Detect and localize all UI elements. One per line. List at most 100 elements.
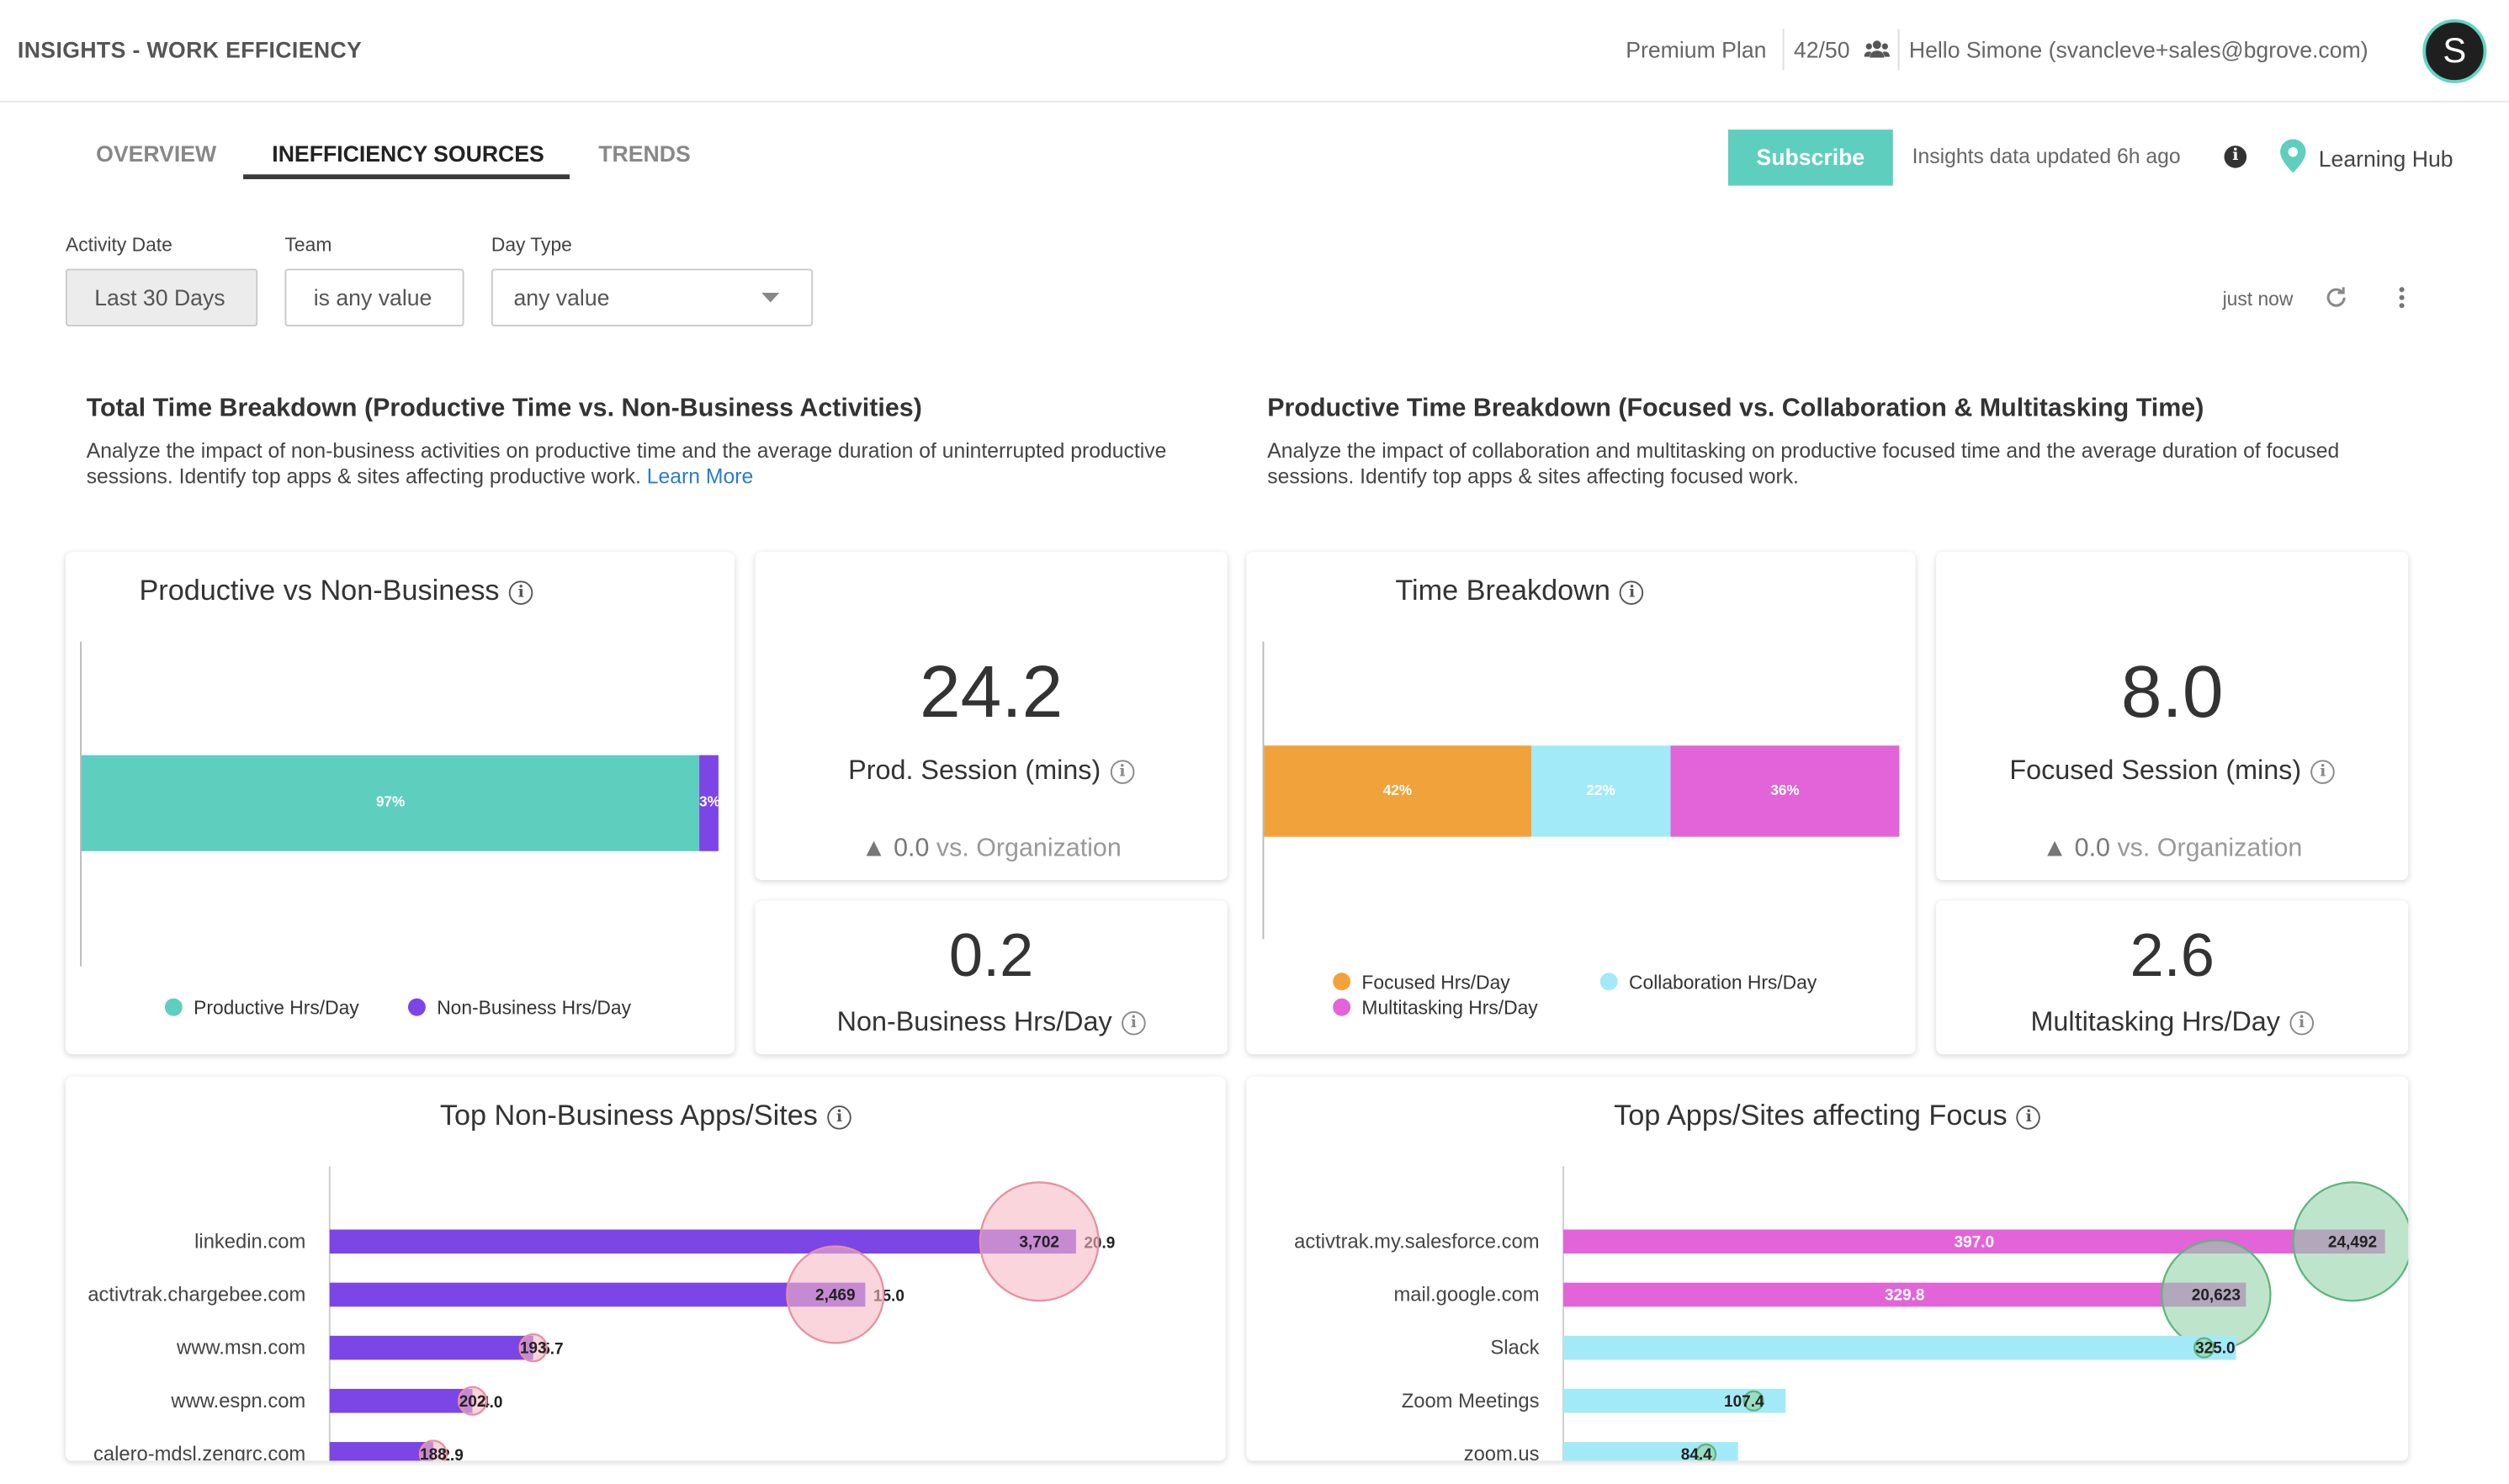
category-label: mail.google.com — [1393, 1284, 1539, 1306]
card-title-text: Top Non-Business Apps/Sites — [439, 1099, 818, 1132]
legend-label: Multitasking Hrs/Day — [1361, 996, 1538, 1020]
activity-date-filter[interactable]: Last 30 Days — [65, 268, 258, 326]
stacked-bar-segment[interactable]: 22% — [1530, 745, 1671, 837]
time-breakdown-card: Time Breakdown i 42% 22% 36% Focused Hrs/Da… — [1246, 552, 1916, 1055]
multitasking-card: 2.6 Multitasking Hrs/Day i — [1936, 900, 2409, 1055]
non-business-value: 0.2 — [948, 923, 1034, 991]
category-label: activtrak.my.salesforce.com — [1294, 1230, 1539, 1253]
bar-value-label: 329.8 — [1885, 1287, 1925, 1305]
bubble-label: 188 — [420, 1446, 447, 1460]
app-title: INSIGHTS - WORK EFFICIENCY — [17, 36, 363, 63]
segment-label: 22% — [1586, 782, 1615, 798]
bar[interactable] — [1563, 1335, 2236, 1360]
filter-label-day-type: Day Type — [491, 233, 572, 257]
bubble-label: 24,492 — [2328, 1233, 2377, 1251]
bar-value-label: 325.0 — [2195, 1340, 2236, 1358]
legend-productive: Productive Hrs/Day — [164, 996, 359, 1020]
info-icon[interactable]: i — [827, 1105, 851, 1130]
prod-session-card: 24.2 Prod. Session (mins) i ▲ 0.0 vs. Org… — [755, 552, 1228, 880]
bar[interactable] — [1563, 1442, 1738, 1461]
stacked-bar-time: 42% 22% 36% — [1264, 745, 1900, 837]
category-label: www.msn.com — [176, 1337, 305, 1359]
delta-value: 0.0 — [2074, 835, 2110, 863]
prod-session-value: 24.2 — [920, 649, 1064, 734]
card-title: Productive vs Non-Business i — [139, 575, 533, 608]
bar[interactable] — [1563, 1282, 2246, 1307]
card-title-text: Top Apps/Sites affecting Focus — [1614, 1099, 2008, 1132]
info-icon[interactable]: i — [2289, 1010, 2314, 1036]
stacked-bar-segment[interactable]: 97% — [81, 755, 700, 851]
legend-label: Productive Hrs/Day — [194, 996, 359, 1020]
vs-label: vs. Organization — [2117, 835, 2303, 863]
day-type-select[interactable]: any value — [491, 268, 814, 326]
multitasking-value: 2.6 — [2130, 923, 2215, 991]
stacked-bar-segment[interactable]: 36% — [1670, 745, 1900, 837]
more-options-icon[interactable] — [2395, 285, 2408, 310]
card-title-text: Productive vs Non-Business — [139, 574, 500, 607]
bar[interactable] — [329, 1442, 433, 1461]
info-icon[interactable]: i — [2310, 760, 2336, 784]
triangle-up-icon: ▲ — [861, 835, 887, 863]
divider — [1897, 29, 1900, 71]
legend-dot — [164, 998, 183, 1016]
team-filter[interactable]: is any value — [284, 268, 464, 326]
learning-hub-link[interactable]: Learning Hub — [2318, 146, 2453, 172]
bar[interactable] — [329, 1282, 866, 1307]
tab-trends[interactable]: TRENDS — [598, 140, 691, 167]
prod-session-label: Prod. Session (mins) i — [756, 755, 1228, 787]
metric-label-text: Non-Business Hrs/Day — [836, 1006, 1112, 1037]
bubble-label: 193 — [520, 1340, 547, 1358]
bar[interactable] — [329, 1229, 1076, 1254]
section-desc-total-time: Analyze the impact of non-business activ… — [87, 438, 1191, 490]
bar[interactable] — [329, 1335, 533, 1360]
bubble — [518, 1333, 548, 1363]
focused-session-value: 8.0 — [2120, 649, 2224, 734]
chart-axis — [80, 641, 82, 967]
info-icon[interactable]: i — [1122, 1010, 1146, 1036]
category-label: Zoom Meetings — [1402, 1390, 1540, 1412]
info-icon[interactable]: i — [1110, 760, 1135, 784]
prod-session-comparison: ▲ 0.0 vs. Organization — [756, 835, 1228, 864]
plan-label: Premium Plan — [1626, 36, 1767, 63]
stacked-bar-segment[interactable]: 3% — [699, 755, 720, 851]
legend-dot — [407, 998, 426, 1016]
subscribe-button[interactable]: Subscribe — [1727, 130, 1893, 186]
legend-multitasking: Multitasking Hrs/Day — [1333, 996, 1538, 1020]
section-title-total-time: Total Time Breakdown (Productive Time vs… — [86, 395, 922, 423]
user-greeting[interactable]: Hello Simone (svancleve+sales@bgrove.com… — [1908, 36, 2368, 63]
focused-session-comparison: ▲ 0.0 vs. Organization — [1936, 835, 2408, 864]
info-icon[interactable]: i — [2224, 146, 2247, 168]
stacked-bar-productive: 97% 3% — [81, 755, 720, 851]
bubble — [786, 1245, 885, 1344]
info-icon[interactable]: i — [2017, 1105, 2041, 1130]
legend-label: Collaboration Hrs/Day — [1629, 971, 1817, 994]
focused-session-label: Focused Session (mins) i — [1936, 755, 2408, 787]
bar[interactable] — [329, 1388, 473, 1413]
stacked-bar-segment[interactable]: 42% — [1264, 745, 1531, 837]
bar-value-label: 84.4 — [1681, 1446, 1712, 1460]
category-label: zoom.us — [1464, 1443, 1540, 1460]
info-icon[interactable]: i — [1620, 580, 1644, 605]
bar[interactable] — [1563, 1229, 2385, 1254]
refresh-icon[interactable] — [2323, 285, 2348, 310]
focused-session-card: 8.0 Focused Session (mins) i ▲ 0.0 vs. Or… — [1936, 552, 2409, 880]
bubble — [1695, 1443, 1717, 1461]
legend-collaboration: Collaboration Hrs/Day — [1599, 971, 1817, 994]
section-title-productive-time: Productive Time Breakdown (Focused vs. C… — [1267, 395, 2204, 423]
tab-overview[interactable]: OVERVIEW — [96, 140, 217, 167]
tab-inefficiency-sources[interactable]: INEFFICIENCY SOURCES — [272, 140, 544, 167]
card-title: Time Breakdown i — [1395, 575, 1644, 608]
legend-focused: Focused Hrs/Day — [1333, 971, 1510, 994]
segment-label: 42% — [1382, 782, 1413, 798]
avatar[interactable]: S — [2422, 19, 2487, 83]
divider — [1782, 29, 1785, 71]
legend-dot — [1599, 973, 1618, 991]
triangle-up-icon: ▲ — [2042, 835, 2068, 863]
bubble — [979, 1181, 1100, 1302]
bubble-label: 20,623 — [2192, 1287, 2241, 1305]
card-title: Top Apps/Sites affecting Focus i — [1247, 1100, 2409, 1133]
learn-more-link[interactable]: Learn More — [646, 464, 754, 489]
legend-non-business: Non-Business Hrs/Day — [407, 997, 631, 1019]
info-icon[interactable]: i — [508, 580, 533, 605]
section-desc-text: Analyze the impact of non-business activ… — [86, 438, 1167, 489]
